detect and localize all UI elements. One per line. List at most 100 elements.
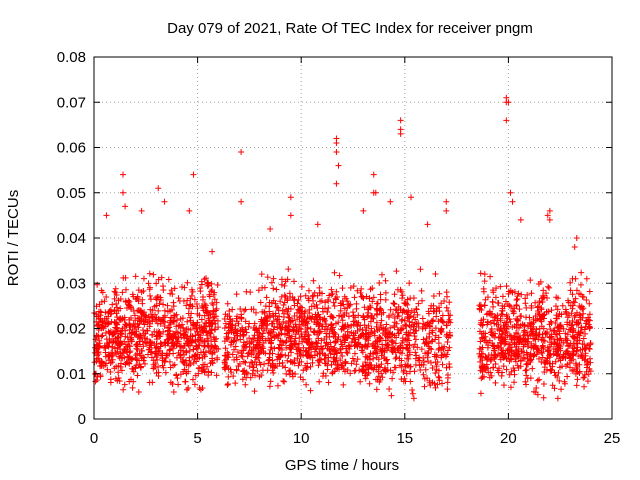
- roti-point: [314, 343, 321, 350]
- roti-point: [140, 357, 147, 364]
- roti-point: [251, 332, 258, 339]
- roti-point: [349, 355, 356, 362]
- roti-point: [272, 312, 279, 319]
- roti-point: [344, 366, 351, 373]
- roti-point: [489, 298, 496, 305]
- roti-point: [478, 353, 485, 360]
- roti-point: [111, 307, 118, 314]
- roti-point: [180, 368, 187, 375]
- roti-point: [370, 315, 377, 322]
- roti-point: [522, 329, 529, 336]
- roti-point: [333, 337, 340, 344]
- roti-point: [549, 360, 556, 367]
- roti-point: [355, 340, 362, 347]
- roti-point: [276, 331, 283, 338]
- roti-point: [526, 314, 533, 321]
- roti-point: [347, 370, 354, 377]
- roti-point: [410, 343, 417, 350]
- roti-point: [543, 357, 550, 364]
- roti-point: [334, 350, 341, 357]
- roti-point: [572, 360, 579, 367]
- roti-point: [539, 298, 546, 305]
- roti-point: [503, 313, 510, 320]
- roti-point: [523, 361, 530, 368]
- roti-point: [113, 325, 120, 332]
- roti-point: [344, 304, 351, 311]
- roti-point: [527, 351, 534, 358]
- roti-point: [280, 378, 287, 385]
- roti-point: [140, 327, 147, 334]
- roti-point: [167, 307, 174, 314]
- roti-point: [189, 288, 196, 295]
- roti-point: [146, 379, 153, 386]
- roti-point: [318, 337, 325, 344]
- roti-point: [555, 325, 562, 332]
- roti-point: [162, 339, 169, 346]
- roti-point: [156, 330, 163, 337]
- roti-point: [396, 355, 403, 362]
- roti-point: [126, 360, 133, 367]
- roti-point: [404, 345, 411, 352]
- roti-point: [93, 377, 100, 384]
- roti-point: [107, 360, 114, 367]
- roti-point: [533, 326, 540, 333]
- roti-point: [507, 318, 514, 325]
- roti-point: [251, 326, 258, 333]
- roti-point: [483, 361, 490, 368]
- roti-point: [255, 354, 262, 361]
- roti-point: [495, 343, 502, 350]
- roti-point: [581, 326, 588, 333]
- roti-point: [101, 323, 108, 330]
- roti-point: [146, 270, 153, 277]
- roti-point: [482, 296, 489, 303]
- roti-point: [141, 321, 148, 328]
- roti-point: [134, 307, 141, 314]
- roti-point: [280, 318, 287, 325]
- roti-point: [587, 359, 594, 366]
- y-axis-label: ROTI / TECUs: [5, 190, 22, 286]
- roti-point: [524, 361, 531, 368]
- roti-point: [528, 290, 535, 297]
- roti-point: [271, 345, 278, 352]
- roti-point: [318, 346, 325, 353]
- roti-point: [162, 369, 169, 376]
- roti-point: [477, 346, 484, 353]
- roti-point: [444, 339, 451, 346]
- roti-point: [270, 326, 277, 333]
- roti-point: [266, 299, 273, 306]
- roti-point: [502, 321, 509, 328]
- roti-point: [282, 278, 289, 285]
- roti-point: [398, 326, 405, 333]
- roti-point: [145, 314, 152, 321]
- roti-point: [435, 373, 442, 380]
- roti-point: [373, 386, 380, 393]
- roti-point: [399, 337, 406, 344]
- roti-point: [497, 325, 504, 332]
- roti-point: [161, 198, 168, 205]
- roti-point: [134, 372, 141, 379]
- roti-point: [196, 364, 203, 371]
- roti-point: [579, 293, 586, 300]
- roti-point: [541, 364, 548, 371]
- roti-point: [428, 346, 435, 353]
- roti-point: [285, 305, 292, 312]
- roti-point: [375, 363, 382, 370]
- roti-point: [127, 348, 134, 355]
- roti-point: [412, 349, 419, 356]
- roti-point: [562, 363, 569, 370]
- roti-point: [570, 298, 577, 305]
- roti-point: [153, 280, 160, 287]
- roti-point: [242, 341, 249, 348]
- roti-point: [129, 384, 136, 391]
- roti-point: [365, 331, 372, 338]
- roti-point: [330, 314, 337, 321]
- roti-point: [281, 331, 288, 338]
- roti-point: [267, 225, 274, 232]
- roti-point: [406, 280, 413, 287]
- roti-point: [353, 300, 360, 307]
- roti-point: [194, 345, 201, 352]
- roti-point: [520, 336, 527, 343]
- roti-point: [413, 305, 420, 312]
- roti-point: [238, 149, 245, 156]
- roti-point: [189, 353, 196, 360]
